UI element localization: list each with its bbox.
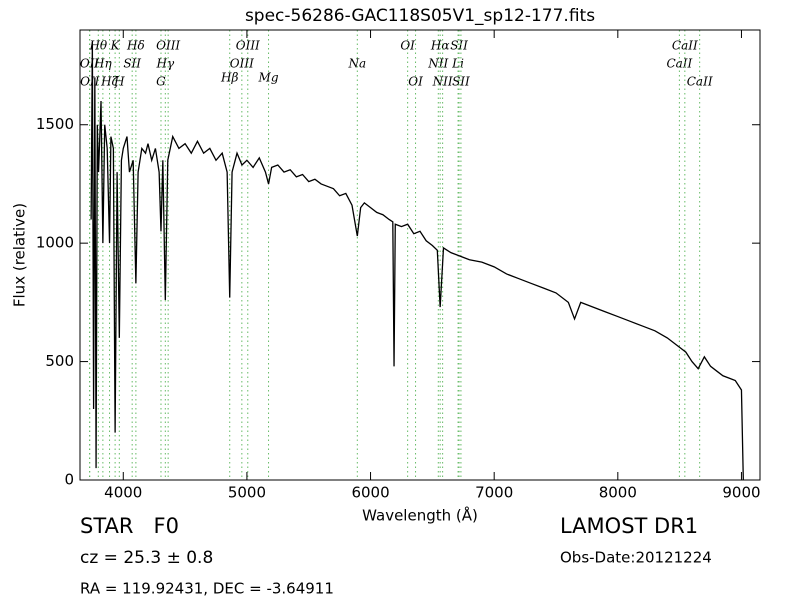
spectral-line-label: OII [80, 75, 100, 89]
x-tick-label: 6000 [351, 484, 389, 502]
spectral-line-label: SII [123, 57, 141, 71]
plot-frame [79, 29, 761, 481]
redshift: cz = 25.3 ± 0.8 [80, 548, 213, 568]
coords: RA = 119.92431, DEC = -3.64911 [80, 580, 334, 598]
survey: LAMOST DR1 [560, 514, 698, 538]
spectrum-line [90, 41, 744, 480]
object-class: STAR F0 [80, 514, 179, 538]
spectral-line-label: CaII [666, 57, 692, 71]
y-axis-label: Flux (relative) [11, 203, 29, 307]
spectral-line-label: Hα [430, 39, 450, 53]
spectral-line-label: NII [427, 57, 448, 71]
x-tick-label: 5000 [228, 484, 266, 502]
spectral-line-label: Hβ [220, 71, 238, 85]
spectral-line-label: Mg [258, 71, 279, 85]
spectral-line-label: Hδ [126, 39, 145, 53]
spectral-line-label: SII [450, 39, 468, 53]
spectral-line-label: SII [452, 75, 470, 89]
spectral-line-label: CaII [672, 39, 698, 53]
spectral-line-label: OIII [236, 39, 260, 53]
spectral-line-label: Hγ [155, 57, 174, 71]
y-tick-label: 500 [45, 352, 74, 370]
spectral-line-label: Hθ [88, 39, 107, 53]
spectral-line-label: OI [408, 75, 423, 89]
spectral-line-label: OI [400, 39, 415, 53]
chart-title: spec-56286-GAC118S05V1_sp12-177.fits [245, 6, 595, 26]
spectral-line-label: K [110, 39, 121, 53]
spectral-line-label: OII [80, 57, 100, 71]
spectral-line-label: G [156, 75, 166, 89]
x-axis-label: Wavelength (Å) [362, 506, 478, 525]
spectral-line-label: NII [432, 75, 453, 89]
x-tick-label: 8000 [599, 484, 637, 502]
x-tick-label: 4000 [104, 484, 142, 502]
spectral-line-label: OIII [156, 39, 180, 53]
x-tick-label: 9000 [722, 484, 760, 502]
y-tick-label: 1000 [36, 234, 74, 252]
spectral-line-label: Na [347, 57, 366, 71]
x-tick-label: 7000 [475, 484, 513, 502]
obs-date: Obs-Date:20121224 [560, 549, 712, 567]
spectral-line-label: Li [451, 57, 464, 71]
spectral-line-label: CaII [687, 75, 713, 89]
y-tick-label: 1500 [36, 115, 74, 133]
y-tick-label: 0 [64, 471, 74, 489]
spectral-line-label: Hη [93, 57, 112, 71]
spectral-line-label: H [113, 75, 125, 89]
spectral-line-label: OIII [230, 57, 254, 71]
